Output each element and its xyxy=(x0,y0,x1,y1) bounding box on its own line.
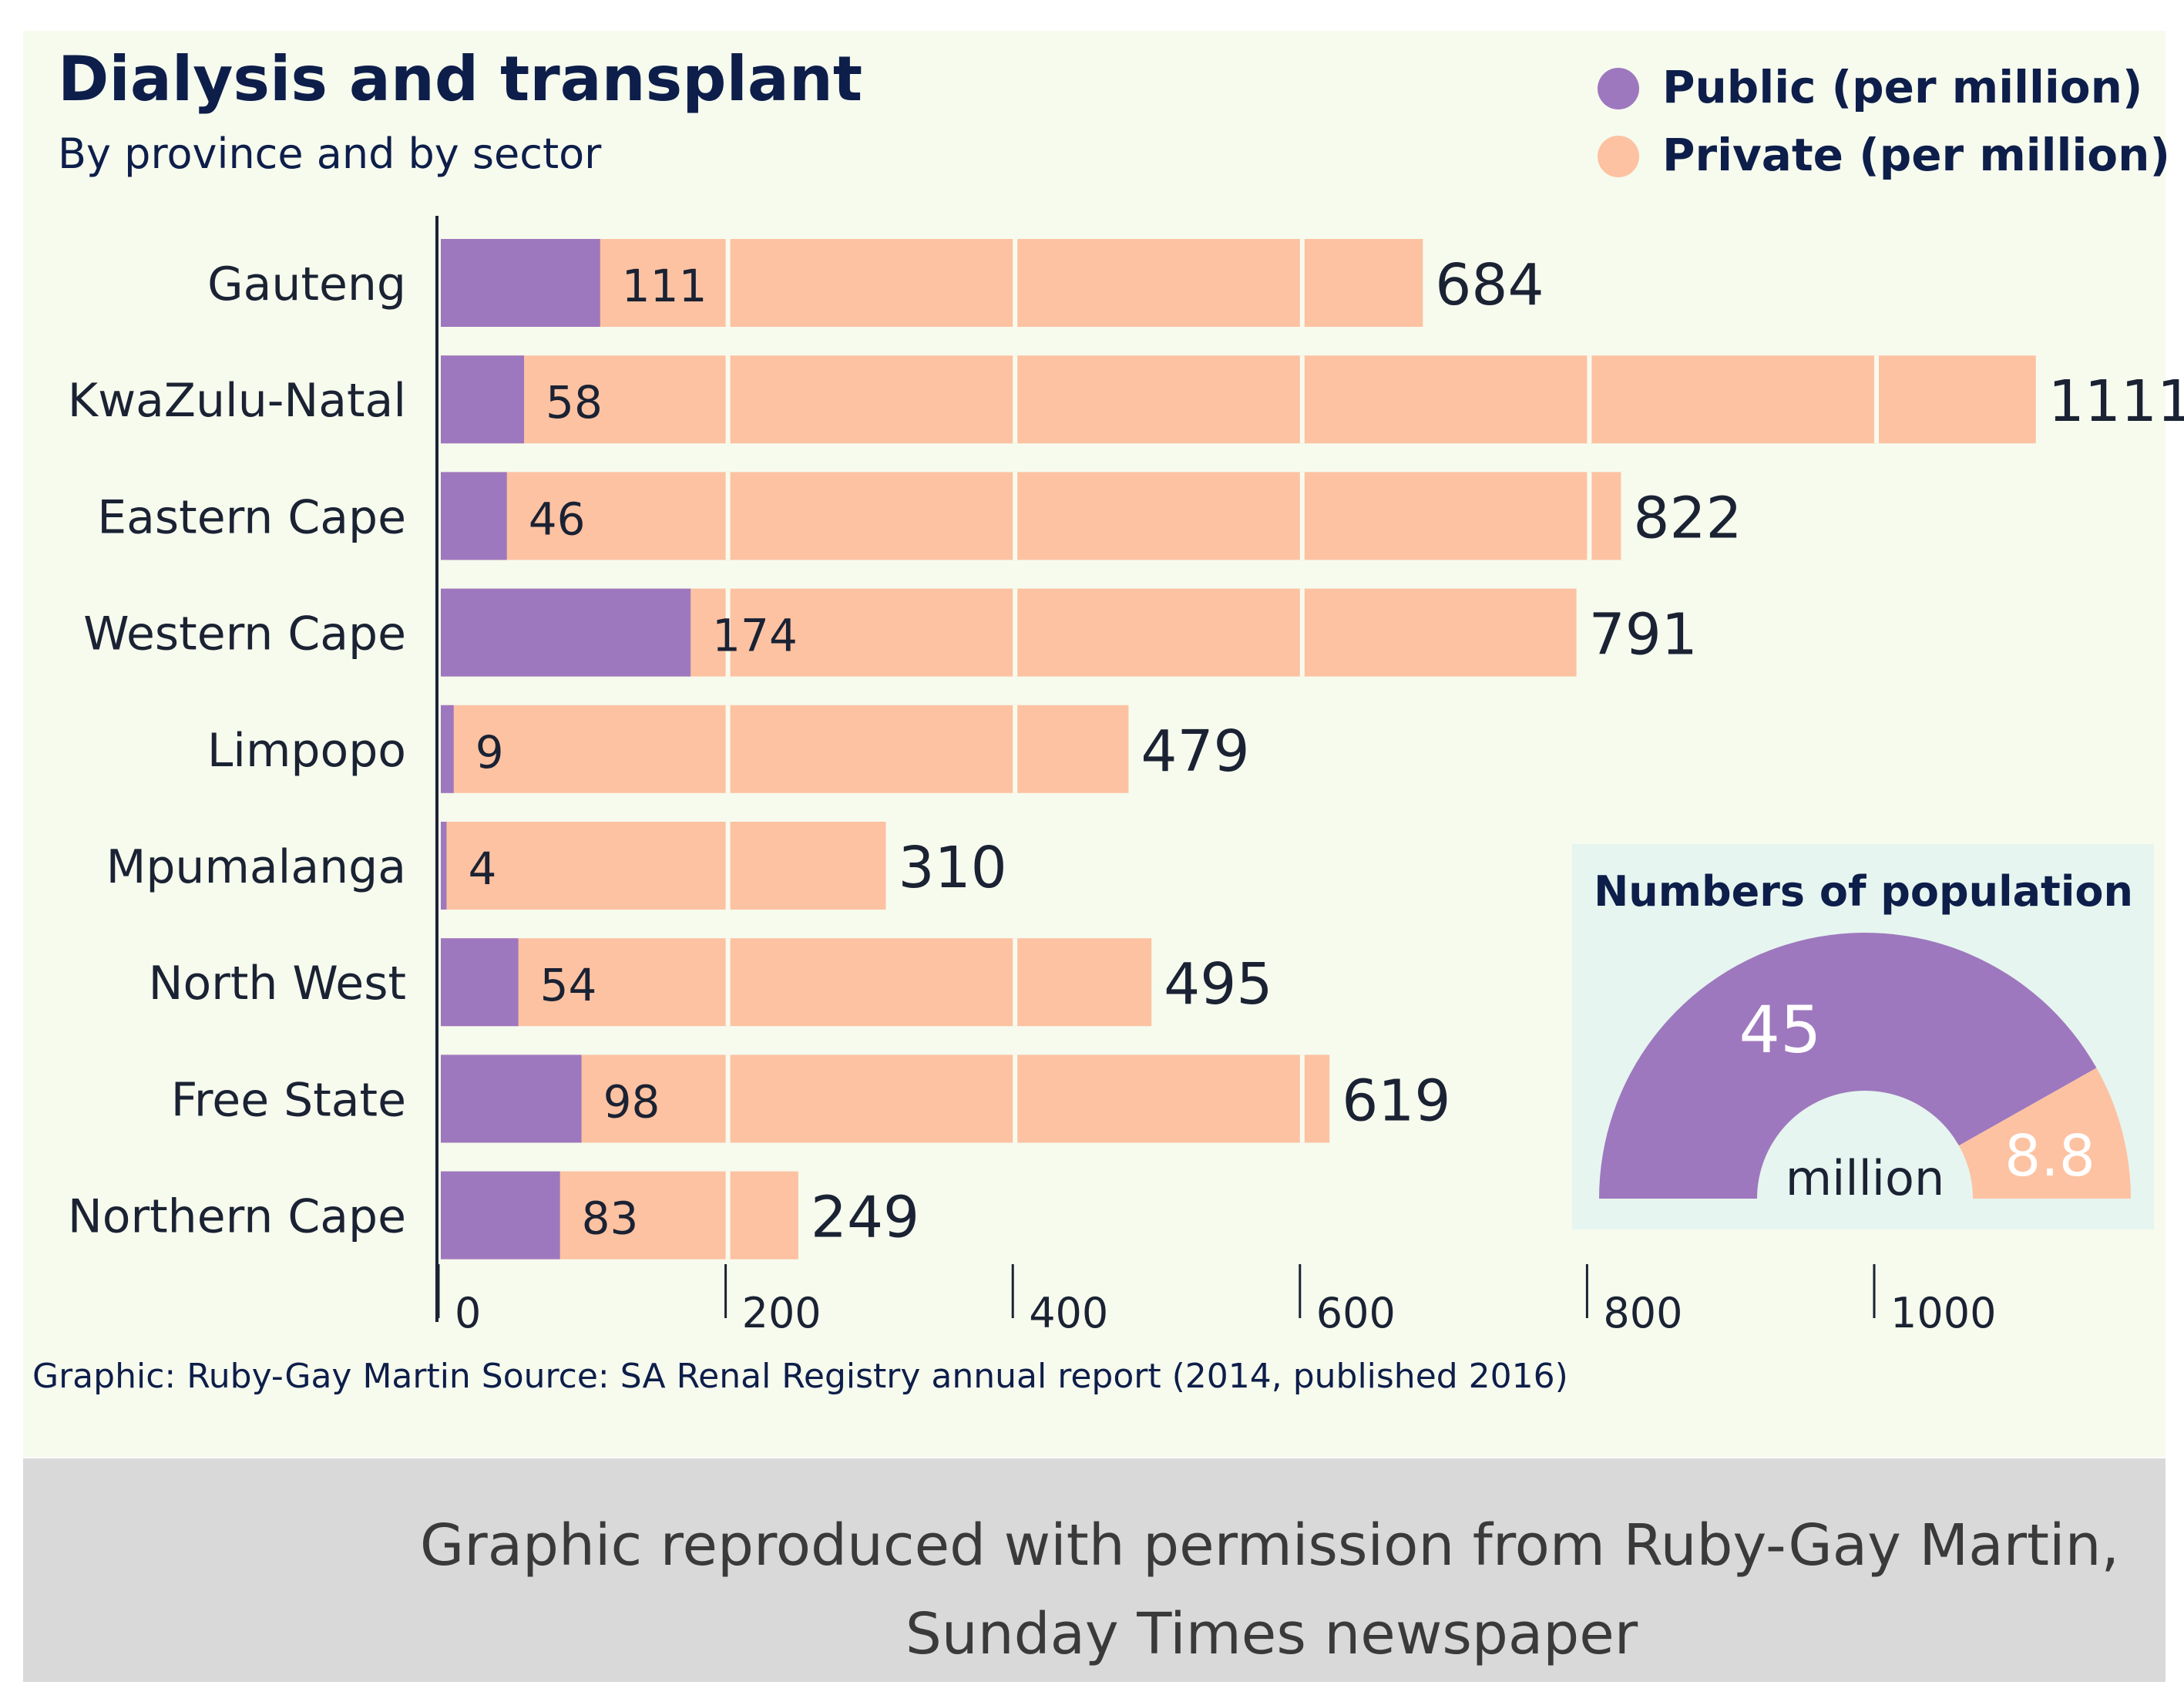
category-label-kwazulu-natal: KwaZulu-Natal xyxy=(68,374,406,428)
bar-grid-separator xyxy=(1013,472,1018,560)
category-label-free-state: Free State xyxy=(171,1073,406,1127)
category-label-limpopo: Limpopo xyxy=(207,724,406,778)
chart-title: Dialysis and transplant xyxy=(58,43,862,115)
bar-total-limpopo xyxy=(441,705,1129,793)
x-axis: 0 200 400 600 800 1000 xyxy=(437,1264,1996,1337)
bar-public-mpumalanga xyxy=(441,822,447,910)
bar-grid-separator xyxy=(725,1171,731,1260)
category-label-eastern-cape: Eastern Cape xyxy=(97,490,406,544)
bar-grid-separator xyxy=(1013,938,1018,1027)
legend-public-label: Public (per million) xyxy=(1662,61,2142,113)
public-value-label-kwazulu-natal: 58 xyxy=(546,376,603,429)
x-tick-label: 200 xyxy=(742,1289,822,1337)
public-value-label-eastern-cape: 46 xyxy=(529,493,586,545)
bars-layer: 111 684 58 1111 46 822 174 791 9 479 4 310 54 495 98 61… xyxy=(441,239,2184,1260)
source-note: Graphic: Ruby-Gay Martin Source: SA Rena… xyxy=(32,1357,1568,1396)
category-label-northern-cape: Northern Cape xyxy=(68,1190,406,1244)
bar-grid-separator xyxy=(725,472,731,560)
population-inset: Numbers of population 45 8.8 million xyxy=(1572,844,2154,1229)
inset-private-value: 8.8 xyxy=(2004,1123,2095,1189)
public-value-label-mpumalanga: 4 xyxy=(468,843,496,895)
bar-grid-separator xyxy=(1299,588,1305,677)
bar-total-free-state xyxy=(441,1054,1330,1143)
category-label-mpumalanga: Mpumalanga xyxy=(106,840,406,894)
bar-grid-separator xyxy=(1587,472,1592,560)
footer-background xyxy=(23,1458,2166,1682)
total-value-label-northern-cape: 249 xyxy=(811,1185,919,1251)
bar-total-kwazulu-natal xyxy=(441,355,2036,444)
bar-public-eastern-cape xyxy=(441,472,507,560)
total-value-label-north-west: 495 xyxy=(1164,951,1272,1018)
chart-subtitle: By province and by sector xyxy=(58,130,602,178)
x-tick-label: 800 xyxy=(1603,1289,1682,1337)
bar-grid-separator xyxy=(725,705,731,793)
x-tick-label: 0 xyxy=(455,1289,481,1337)
bar-grid-separator xyxy=(1013,588,1018,677)
bar-total-gauteng xyxy=(441,239,1423,327)
bar-grid-separator xyxy=(725,938,731,1027)
bar-grid-separator xyxy=(725,355,731,444)
bar-grid-separator xyxy=(1299,472,1305,560)
bar-total-eastern-cape xyxy=(441,472,1621,560)
bar-total-mpumalanga xyxy=(441,822,886,910)
bar-grid-separator xyxy=(725,822,731,910)
public-value-label-gauteng: 111 xyxy=(622,260,707,312)
bar-public-north-west xyxy=(441,938,519,1027)
inset-slice-public xyxy=(1599,933,2097,1199)
bar-public-northern-cape xyxy=(441,1171,560,1260)
footer-credit-line-2: Sunday Times newspaper xyxy=(906,1601,1638,1667)
public-value-label-limpopo: 9 xyxy=(475,726,504,779)
category-label-western-cape: Western Cape xyxy=(83,607,406,661)
x-tick-label: 1000 xyxy=(1890,1289,1996,1337)
legend-private-label: Private (per million) xyxy=(1662,129,2170,181)
bar-grid-separator xyxy=(1299,239,1305,327)
bar-grid-separator xyxy=(1299,1054,1305,1143)
bar-public-gauteng xyxy=(441,239,600,327)
bar-grid-separator xyxy=(1587,355,1592,444)
bar-public-western-cape xyxy=(441,588,691,677)
bar-grid-separator xyxy=(725,1054,731,1143)
total-value-label-gauteng: 684 xyxy=(1435,252,1544,318)
total-value-label-free-state: 619 xyxy=(1342,1068,1450,1134)
bar-grid-separator xyxy=(1013,1054,1018,1143)
inset-center-label: million xyxy=(1786,1150,1945,1206)
bar-public-limpopo xyxy=(441,705,454,793)
total-value-label-western-cape: 791 xyxy=(1589,602,1698,668)
bar-public-free-state xyxy=(441,1054,582,1143)
legend-public-swatch xyxy=(1598,68,1639,109)
footer-credit-line-1: Graphic reproduced with permission from … xyxy=(420,1512,2119,1579)
bar-grid-separator xyxy=(1013,355,1018,444)
public-value-label-northern-cape: 83 xyxy=(582,1192,639,1245)
public-value-label-western-cape: 174 xyxy=(712,610,798,662)
public-value-label-free-state: 98 xyxy=(603,1075,660,1128)
public-value-label-north-west: 54 xyxy=(540,959,597,1011)
bar-grid-separator xyxy=(1013,239,1018,327)
x-tick-label: 400 xyxy=(1029,1289,1108,1337)
legend-private-swatch xyxy=(1598,136,1639,177)
bar-grid-separator xyxy=(1013,705,1018,793)
bar-grid-separator xyxy=(725,239,731,327)
bar-grid-separator xyxy=(1874,355,1879,444)
total-value-label-kwazulu-natal: 1111 xyxy=(2048,368,2184,435)
inset-slice-private xyxy=(1958,1068,2131,1199)
x-tick-label: 600 xyxy=(1316,1289,1396,1337)
inset-public-value: 45 xyxy=(1739,992,1822,1068)
category-label-gauteng: Gauteng xyxy=(207,257,406,311)
bar-public-kwazulu-natal xyxy=(441,355,525,444)
bar-grid-separator xyxy=(1299,355,1305,444)
inset-title: Numbers of population xyxy=(1594,867,2133,916)
bar-total-north-west xyxy=(441,938,1152,1027)
total-value-label-mpumalanga: 310 xyxy=(899,835,1007,901)
bar-grid-separator xyxy=(725,588,731,677)
category-label-north-west: North West xyxy=(149,957,406,1011)
total-value-label-limpopo: 479 xyxy=(1141,718,1249,785)
total-value-label-eastern-cape: 822 xyxy=(1633,485,1742,551)
category-labels: Gauteng KwaZulu-Natal Eastern Cape Western … xyxy=(68,257,406,1244)
